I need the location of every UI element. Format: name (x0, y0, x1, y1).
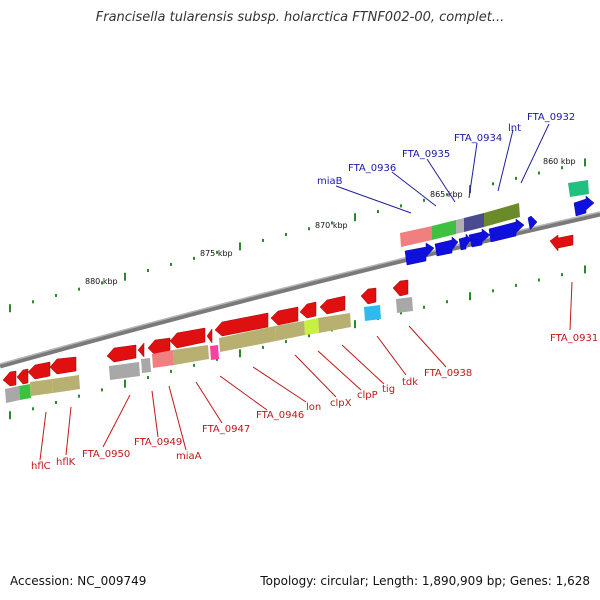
reverse-gene-arrow[interactable] (360, 287, 377, 305)
gene-label-lon[interactable]: lon (306, 402, 321, 413)
accession-text: Accession: NC_009749 (10, 574, 147, 588)
gene-label-fta-0950[interactable]: FTA_0950 (82, 449, 130, 460)
forward-gene-arrow[interactable] (527, 215, 538, 230)
reverse-gene-arrow[interactable] (270, 306, 299, 326)
reverse-gene-arrow[interactable] (137, 342, 145, 358)
reverse-gene-arrow[interactable] (16, 368, 29, 385)
scale-label-865: 865 kbp (430, 190, 463, 199)
gene-label-fta-0931[interactable]: FTA_0931 (550, 333, 598, 344)
gene-label-hflk[interactable]: hflK (56, 457, 76, 468)
reverse-gene-arrow[interactable] (49, 356, 77, 375)
genome-stats-text: Topology: circular; Length: 1,890,909 bp… (260, 574, 590, 588)
gene-label-fta-0938[interactable]: FTA_0938 (424, 368, 472, 379)
reverse-gene-arrow[interactable] (206, 328, 213, 344)
forward-gene-arrow[interactable] (434, 236, 459, 257)
forward-gene-arrow[interactable] (404, 242, 435, 266)
scale-label-870: 870 kbp (315, 221, 348, 230)
reverse-gene-arrow[interactable] (549, 234, 574, 252)
scale-label-875: 875 kbp (200, 249, 233, 258)
reverse-gene-arrow[interactable] (214, 312, 269, 337)
gene-label-fta-0946[interactable]: FTA_0946 (256, 410, 304, 421)
forward-annotation-track (400, 180, 589, 247)
scale-label-880: 880 kbp (85, 277, 118, 286)
gene-label-lnt[interactable]: lnt (508, 123, 521, 134)
reverse-gene-arrow[interactable] (319, 295, 346, 315)
reverse-gene-track (2, 234, 574, 387)
reverse-labels (39, 281, 573, 461)
reverse-gene-arrow[interactable] (27, 361, 51, 380)
gene-label-fta-0935[interactable]: FTA_0935 (402, 149, 450, 160)
gene-label-fta-0947[interactable]: FTA_0947 (202, 424, 250, 435)
gene-label-tig[interactable]: tig (382, 384, 395, 395)
gene-label-fta-0932[interactable]: FTA_0932 (527, 112, 575, 123)
forward-gene-arrow[interactable] (573, 195, 595, 217)
gene-label-fta-0949[interactable]: FTA_0949 (134, 437, 182, 448)
gene-label-miab[interactable]: miaB (317, 176, 343, 187)
reverse-gene-arrow[interactable] (392, 279, 409, 297)
gene-label-clpp[interactable]: clpP (357, 390, 378, 401)
reverse-gene-arrow[interactable] (299, 301, 317, 319)
gene-label-clpx[interactable]: clpX (330, 398, 352, 409)
reverse-gene-arrow[interactable] (2, 370, 17, 387)
reverse-gene-arrow[interactable] (169, 327, 206, 349)
reverse-gene-arrow[interactable] (106, 344, 137, 363)
gene-label-hflc[interactable]: hflC (31, 461, 51, 472)
gene-label-tdk[interactable]: tdk (402, 377, 418, 388)
forward-gene-track (404, 195, 595, 266)
forward-gene-arrow[interactable] (488, 218, 525, 243)
gene-label-miaa[interactable]: miaA (176, 451, 202, 462)
gene-label-fta-0934[interactable]: FTA_0934 (454, 133, 502, 144)
reverse-annotation-track (5, 297, 413, 403)
scale-label-860: 860 kbp (543, 157, 576, 166)
forward-gene-arrow[interactable] (468, 228, 491, 248)
forward-labels (335, 123, 550, 214)
map-title: Francisella tularensis subsp. holarctica… (95, 10, 505, 25)
gene-label-fta-0936[interactable]: FTA_0936 (348, 163, 396, 174)
forward-gene-arrow[interactable] (458, 233, 472, 251)
